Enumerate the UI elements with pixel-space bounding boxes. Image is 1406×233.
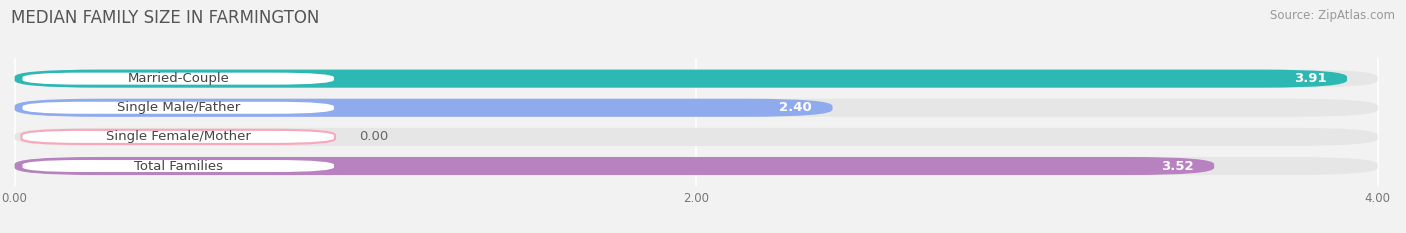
FancyBboxPatch shape [21, 130, 335, 144]
Text: MEDIAN FAMILY SIZE IN FARMINGTON: MEDIAN FAMILY SIZE IN FARMINGTON [11, 9, 319, 27]
FancyBboxPatch shape [21, 101, 335, 115]
FancyBboxPatch shape [14, 157, 1215, 175]
Text: Source: ZipAtlas.com: Source: ZipAtlas.com [1270, 9, 1395, 22]
FancyBboxPatch shape [14, 99, 1378, 117]
FancyBboxPatch shape [14, 128, 1378, 146]
FancyBboxPatch shape [14, 157, 1378, 175]
FancyBboxPatch shape [21, 159, 335, 173]
FancyBboxPatch shape [14, 99, 832, 117]
Text: 3.52: 3.52 [1161, 160, 1194, 172]
Text: Total Families: Total Families [134, 160, 222, 172]
Text: 0.00: 0.00 [359, 130, 388, 143]
Text: Married-Couple: Married-Couple [128, 72, 229, 85]
Text: 2.40: 2.40 [779, 101, 813, 114]
FancyBboxPatch shape [21, 72, 335, 86]
Text: Single Female/Mother: Single Female/Mother [105, 130, 250, 143]
Text: Single Male/Father: Single Male/Father [117, 101, 240, 114]
FancyBboxPatch shape [14, 70, 1378, 88]
Text: 3.91: 3.91 [1294, 72, 1327, 85]
FancyBboxPatch shape [14, 70, 1347, 88]
